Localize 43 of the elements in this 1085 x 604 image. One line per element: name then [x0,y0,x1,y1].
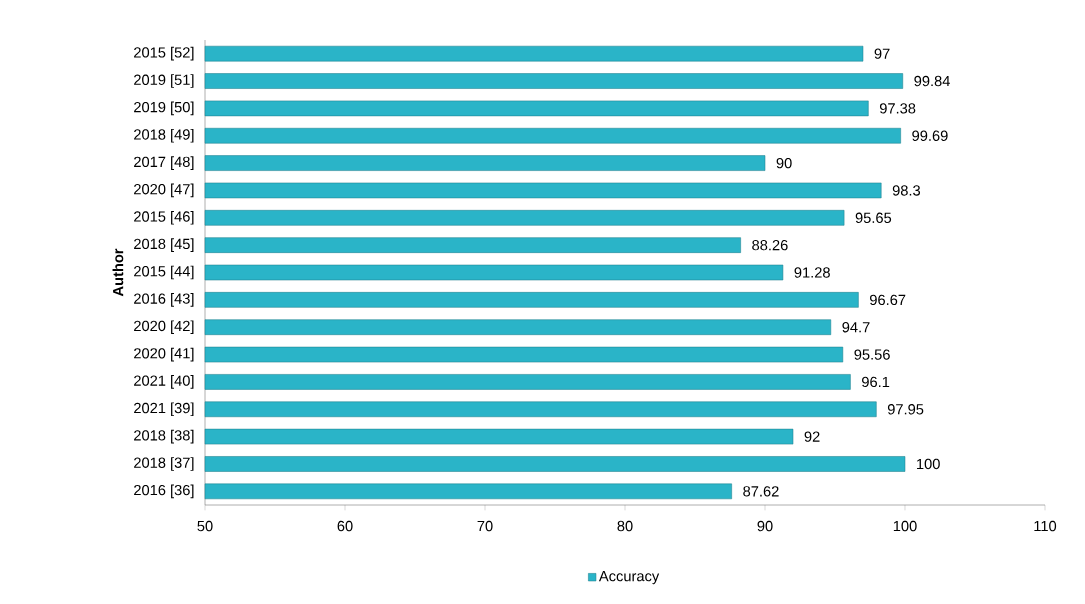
data-label: 96.67 [870,294,906,306]
data-label: 95.65 [855,212,892,223]
y-tick-label: 2017 [48] [134,156,194,170]
y-tick-label: 2015 [52] [134,46,194,61]
y-tick-label: 2018 [49] [134,128,194,143]
data-label: 94.7 [842,322,870,333]
y-tick-label: 2020 [42] [134,320,194,335]
x-tick-label: 110 [1034,520,1057,532]
data-label: 97 [874,48,890,59]
y-tick-label: 2021 [39] [134,402,194,417]
data-label: 91.28 [794,267,830,278]
x-tick-label: 100 [893,520,917,532]
y-tick-label: 2019 [50] [134,101,194,116]
data-label: 97.95 [887,404,924,415]
y-tick-label: 2020 [41] [134,347,194,362]
data-label: 97.38 [879,103,916,114]
data-label: 90 [776,157,792,169]
legend-label: Accuracy [598,571,660,585]
y-tick-label: 2015 [46] [134,210,194,225]
y-tick-label: 2018 [37] [134,457,194,471]
x-tick-label: 60 [337,520,353,532]
data-label: 98.3 [892,185,921,196]
data-label: 87.62 [743,486,779,497]
y-tick-label: 2016 [36] [134,484,194,499]
y-tick-label: 2019 [51] [134,74,194,88]
y-tick-label: 2016 [43] [134,293,194,307]
data-label: 95.56 [854,349,890,360]
data-label: 96.1 [862,376,890,388]
data-label: 92 [804,431,820,442]
y-tick-label: 2018 [45] [134,238,194,252]
x-tick-label: 80 [617,520,633,532]
y-axis-title: Author [112,248,124,297]
x-tick-label: 90 [757,520,773,532]
y-tick-label: 2015 [44] [134,265,194,280]
data-label: 99.84 [914,75,950,87]
x-tick-label: 50 [197,520,213,532]
data-label: 99.69 [912,130,948,141]
data-label: 88.26 [752,239,788,251]
y-tick-label: 2018 [38] [134,429,194,444]
y-tick-label: 2020 [47] [134,183,194,198]
x-tick-label: 70 [477,520,493,532]
data-label: 100 [917,458,940,470]
y-tick-label: 2021 [40] [134,375,194,389]
